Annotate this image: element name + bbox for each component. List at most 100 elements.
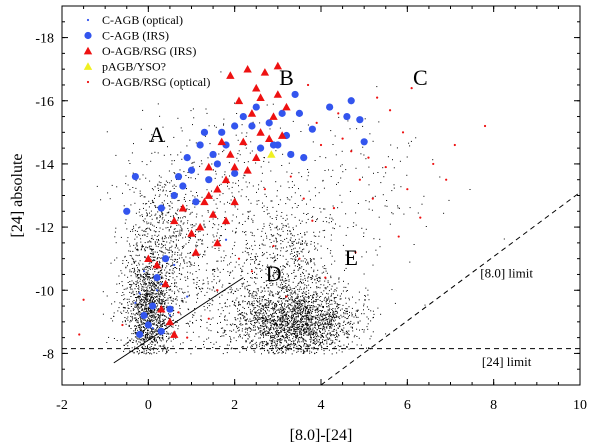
- field-dot: [314, 248, 316, 250]
- clump-E-dot: [253, 300, 255, 302]
- clump-E-dot: [226, 352, 228, 354]
- field-dot: [281, 223, 283, 225]
- clump-E-dot: [297, 310, 299, 312]
- clump-A-dot: [139, 278, 141, 280]
- field-dot: [271, 291, 273, 293]
- clump-E-dot: [245, 320, 247, 322]
- clump-A-dot: [161, 321, 163, 322]
- clump-A-dot: [142, 293, 144, 295]
- clump-E-dot: [272, 316, 274, 318]
- clump-E-dot: [336, 332, 338, 334]
- clump-A-dot: [151, 299, 153, 301]
- clump-A-dot: [144, 301, 146, 303]
- clump-E-dot: [268, 332, 270, 334]
- field-dot: [284, 225, 286, 227]
- clump-E-dot: [324, 322, 326, 324]
- field-dot: [255, 283, 257, 285]
- clump-E-dot: [309, 319, 311, 321]
- clump-E-dot: [314, 341, 316, 342]
- field-dot: [301, 243, 303, 245]
- clump-E-dot: [279, 349, 280, 351]
- clump-A-dot: [125, 267, 127, 269]
- clump-A-dot: [153, 312, 155, 314]
- clump-A-dot: [197, 297, 199, 299]
- clump-E-dot: [243, 312, 245, 314]
- clump-A-dot: [143, 290, 145, 292]
- field-dot: [213, 236, 215, 238]
- clump-E-dot: [309, 328, 311, 330]
- field-dot: [268, 224, 270, 226]
- clump-E-dot: [255, 314, 257, 316]
- clump-A-dot: [147, 336, 148, 338]
- field-dot: [180, 300, 182, 302]
- clump-E-dot: [258, 337, 260, 339]
- field-dot: [185, 200, 186, 202]
- clump-E-dot: [264, 323, 266, 325]
- field-dot: [220, 313, 222, 315]
- clump-A-dot: [172, 268, 174, 269]
- clump-E-dot: [310, 347, 312, 349]
- clump-E-dot: [312, 334, 314, 335]
- clump-E-dot: [294, 332, 296, 334]
- field-dot: [262, 239, 264, 241]
- clump-A-dot: [159, 337, 161, 339]
- clump-E-dot: [278, 312, 280, 314]
- clump-E-dot: [252, 310, 253, 312]
- clump-E-dot: [309, 331, 311, 333]
- field-dot: [308, 292, 310, 294]
- clump-A-dot: [168, 272, 170, 274]
- clump-A-dot: [148, 333, 149, 335]
- clump-E-dot: [302, 292, 304, 294]
- clump-E-dot: [289, 310, 291, 312]
- clump-E-dot: [303, 297, 305, 298]
- clump-E-dot: [280, 314, 282, 316]
- clump-E-dot: [288, 316, 290, 318]
- clump-E-dot: [272, 309, 274, 311]
- clump-A-dot: [150, 310, 152, 311]
- field-dot: [300, 250, 302, 252]
- field-dot: [276, 218, 277, 220]
- field-dot: [246, 288, 248, 290]
- clump-E-dot: [306, 313, 308, 314]
- clump-E-dot: [326, 272, 328, 274]
- field-dot: [266, 237, 268, 239]
- field-dot: [280, 247, 282, 249]
- field-dot: [250, 259, 252, 261]
- field-dot: [227, 292, 229, 294]
- clump-E-dot: [252, 339, 254, 341]
- clump-A-dot: [121, 303, 123, 305]
- field-dot: [296, 206, 298, 208]
- clump-A-dot: [164, 294, 166, 296]
- clump-A-dot: [155, 296, 157, 298]
- clump-E-dot: [273, 295, 275, 297]
- clump-A-dot: [146, 267, 148, 269]
- clump-E-dot: [330, 326, 331, 328]
- clump-E-dot: [297, 340, 299, 342]
- clump-A-dot: [155, 293, 157, 295]
- clump-A-dot: [150, 249, 152, 250]
- clump-E-dot: [289, 327, 291, 329]
- clump-A-dot: [133, 262, 135, 263]
- field-dot: [273, 277, 275, 279]
- clump-A-dot: [129, 339, 131, 341]
- clump-A-dot: [146, 223, 148, 225]
- clump-E-dot: [284, 320, 286, 322]
- clump-E-dot: [248, 335, 250, 337]
- field-dot: [196, 284, 198, 285]
- clump-A-dot: [188, 261, 190, 263]
- clump-E-dot: [356, 336, 358, 337]
- clump-A-dot: [136, 236, 138, 238]
- field-dot: [223, 329, 225, 331]
- clump-E-dot: [281, 331, 283, 333]
- clump-E-dot: [327, 282, 329, 284]
- clump-A-dot: [122, 262, 124, 264]
- clump-A-dot: [137, 255, 139, 257]
- clump-E-dot: [321, 319, 323, 321]
- clump-E-dot: [364, 295, 366, 296]
- clump-A-dot: [114, 236, 116, 238]
- clump-E-dot: [295, 344, 297, 346]
- clump-E-dot: [308, 318, 310, 320]
- clump-A-dot: [165, 214, 167, 216]
- clump-E-dot: [296, 333, 298, 335]
- clump-E-dot: [308, 329, 310, 331]
